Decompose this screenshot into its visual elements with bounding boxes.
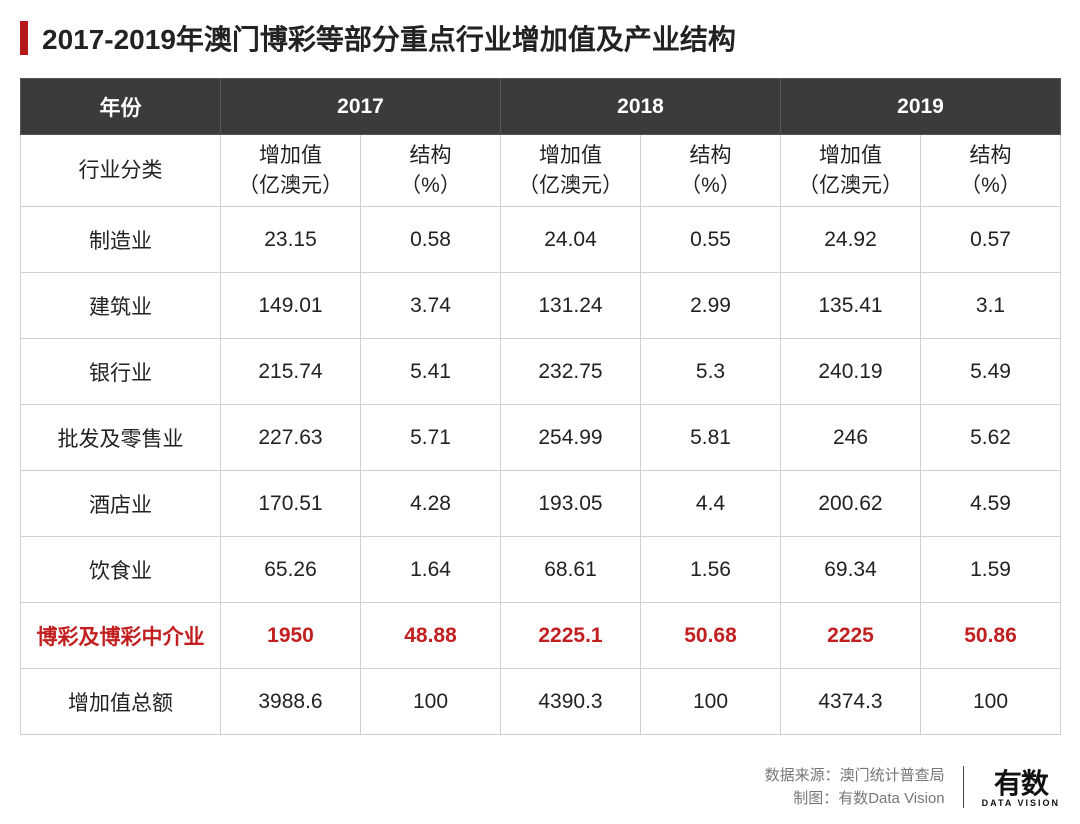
data-cell: 100 (361, 669, 501, 735)
data-cell: 24.92 (781, 207, 921, 273)
header-year-2018: 2018 (501, 79, 781, 135)
row-label-cell: 增加值总额 (21, 669, 221, 735)
main-container: 2017-2019年澳门博彩等部分重点行业增加值及产业结构 年份 2017 20… (0, 0, 1080, 735)
row-label-cell: 酒店业 (21, 471, 221, 537)
header-share-2018: 结构 （%） (641, 135, 781, 207)
header-year-2019: 2019 (781, 79, 1061, 135)
table-row: 批发及零售业227.635.71254.995.812465.62 (21, 405, 1061, 471)
data-cell: 1.64 (361, 537, 501, 603)
footer-divider (963, 766, 964, 808)
data-cell: 0.57 (921, 207, 1061, 273)
data-cell: 0.55 (641, 207, 781, 273)
data-cell: 135.41 (781, 273, 921, 339)
data-cell: 2225.1 (501, 603, 641, 669)
data-cell: 232.75 (501, 339, 641, 405)
data-cell: 100 (921, 669, 1061, 735)
table-row: 酒店业170.514.28193.054.4200.624.59 (21, 471, 1061, 537)
header-category: 行业分类 (21, 135, 221, 207)
data-cell: 4.28 (361, 471, 501, 537)
header-share-2019: 结构 （%） (921, 135, 1061, 207)
data-cell: 3.74 (361, 273, 501, 339)
page-title: 2017-2019年澳门博彩等部分重点行业增加值及产业结构 (42, 18, 736, 58)
table-row: 增加值总额3988.61004390.31004374.3100 (21, 669, 1061, 735)
source-line: 数据来源：澳门统计普查局 (765, 765, 945, 788)
data-cell: 3988.6 (221, 669, 361, 735)
footer-text: 数据来源：澳门统计普查局 制图：有数Data Vision (765, 765, 945, 810)
data-cell: 4.59 (921, 471, 1061, 537)
data-cell: 131.24 (501, 273, 641, 339)
data-cell: 50.68 (641, 603, 781, 669)
header-year-label: 年份 (21, 79, 221, 135)
header-value-2018: 增加值 （亿澳元） (501, 135, 641, 207)
row-label-cell: 制造业 (21, 207, 221, 273)
data-cell: 0.58 (361, 207, 501, 273)
header-share-2017: 结构 （%） (361, 135, 501, 207)
data-cell: 1950 (221, 603, 361, 669)
data-cell: 23.15 (221, 207, 361, 273)
data-cell: 5.41 (361, 339, 501, 405)
data-cell: 3.1 (921, 273, 1061, 339)
data-cell: 240.19 (781, 339, 921, 405)
data-cell: 2.99 (641, 273, 781, 339)
logo-cn: 有数 (994, 770, 1048, 798)
data-cell: 149.01 (221, 273, 361, 339)
accent-bar (20, 21, 28, 55)
data-cell: 5.62 (921, 405, 1061, 471)
footer: 数据来源：澳门统计普查局 制图：有数Data Vision 有数 DATA VI… (765, 765, 1060, 810)
data-cell: 100 (641, 669, 781, 735)
data-table: 年份 2017 2018 2019 行业分类 增加值 （亿澳元） 结构 （%） … (20, 78, 1061, 735)
data-cell: 5.71 (361, 405, 501, 471)
data-cell: 65.26 (221, 537, 361, 603)
table-row: 建筑业149.013.74131.242.99135.413.1 (21, 273, 1061, 339)
table-row: 银行业215.745.41232.755.3240.195.49 (21, 339, 1061, 405)
row-label-cell: 饮食业 (21, 537, 221, 603)
data-cell: 170.51 (221, 471, 361, 537)
row-label-cell: 建筑业 (21, 273, 221, 339)
data-cell: 5.3 (641, 339, 781, 405)
header-value-2017: 增加值 （亿澳元） (221, 135, 361, 207)
table-row: 饮食业65.261.6468.611.5669.341.59 (21, 537, 1061, 603)
table-header-row: 年份 2017 2018 2019 (21, 79, 1061, 135)
data-cell: 5.81 (641, 405, 781, 471)
row-label-cell: 银行业 (21, 339, 221, 405)
data-cell: 2225 (781, 603, 921, 669)
data-cell: 68.61 (501, 537, 641, 603)
data-cell: 50.86 (921, 603, 1061, 669)
title-bar: 2017-2019年澳门博彩等部分重点行业增加值及产业结构 (20, 18, 1060, 58)
data-cell: 215.74 (221, 339, 361, 405)
logo-en: DATA VISION (982, 799, 1060, 808)
data-cell: 254.99 (501, 405, 641, 471)
row-label-cell: 批发及零售业 (21, 405, 221, 471)
table-subheader-row: 行业分类 增加值 （亿澳元） 结构 （%） 增加值 （亿澳元） 结构 （%） 增… (21, 135, 1061, 207)
data-cell: 4374.3 (781, 669, 921, 735)
table-row: 博彩及博彩中介业195048.882225.150.68222550.86 (21, 603, 1061, 669)
data-cell: 4.4 (641, 471, 781, 537)
data-cell: 193.05 (501, 471, 641, 537)
logo: 有数 DATA VISION (982, 770, 1060, 810)
header-value-2019: 增加值 （亿澳元） (781, 135, 921, 207)
data-cell: 227.63 (221, 405, 361, 471)
data-cell: 48.88 (361, 603, 501, 669)
data-cell: 4390.3 (501, 669, 641, 735)
header-year-2017: 2017 (221, 79, 501, 135)
credit-line: 制图：有数Data Vision (765, 788, 945, 811)
data-cell: 1.59 (921, 537, 1061, 603)
row-label-cell: 博彩及博彩中介业 (21, 603, 221, 669)
table-row: 制造业23.150.5824.040.5524.920.57 (21, 207, 1061, 273)
data-cell: 24.04 (501, 207, 641, 273)
data-cell: 200.62 (781, 471, 921, 537)
data-cell: 69.34 (781, 537, 921, 603)
data-cell: 1.56 (641, 537, 781, 603)
data-cell: 5.49 (921, 339, 1061, 405)
data-cell: 246 (781, 405, 921, 471)
